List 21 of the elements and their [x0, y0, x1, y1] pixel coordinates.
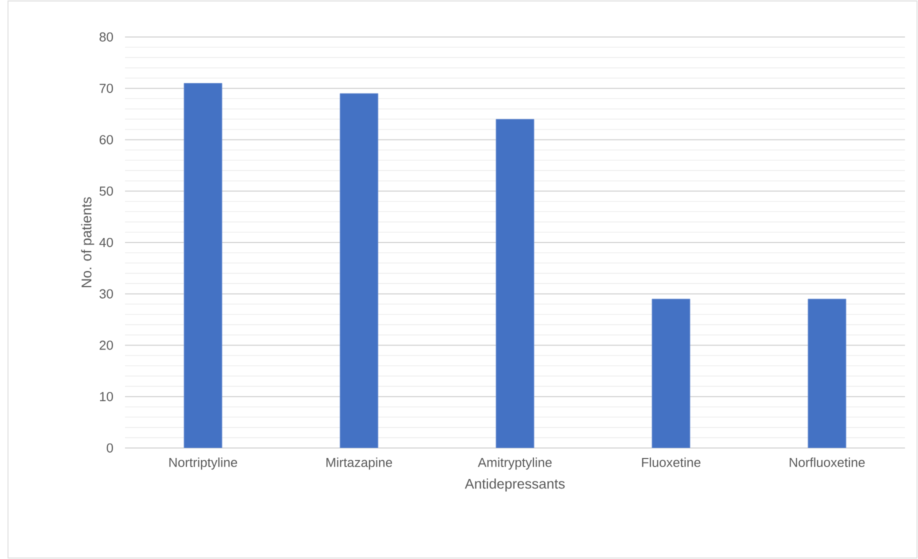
x-tick-label: Norfluoxetine [790, 458, 865, 468]
y-tick-label: 60 [100, 135, 113, 144]
y-tick-label: 20 [100, 340, 113, 350]
y-tick-label: 80 [100, 32, 113, 42]
x-tick-label: Mirtazapine [326, 458, 392, 470]
bar [340, 93, 378, 448]
bar [652, 298, 690, 448]
x-tick-label: Nortriptyline [169, 458, 238, 470]
bar [496, 118, 534, 448]
y-tick-label: 0 [106, 443, 113, 453]
y-tick-label: 40 [99, 238, 113, 248]
y-tick-label: 10 [100, 392, 113, 402]
bar [808, 298, 846, 448]
bar [184, 82, 222, 448]
y-tick-label: 70 [100, 84, 113, 93]
y-tick-label: 30 [100, 289, 113, 298]
x-tick-label: Fluoxetine [642, 458, 700, 468]
x-tick-label: Amitryptyline [478, 458, 552, 470]
y-axis-title: No. of patients [81, 197, 94, 288]
y-tick-label: 50 [100, 186, 113, 196]
x-axis-title: Antidepressants [464, 478, 565, 492]
